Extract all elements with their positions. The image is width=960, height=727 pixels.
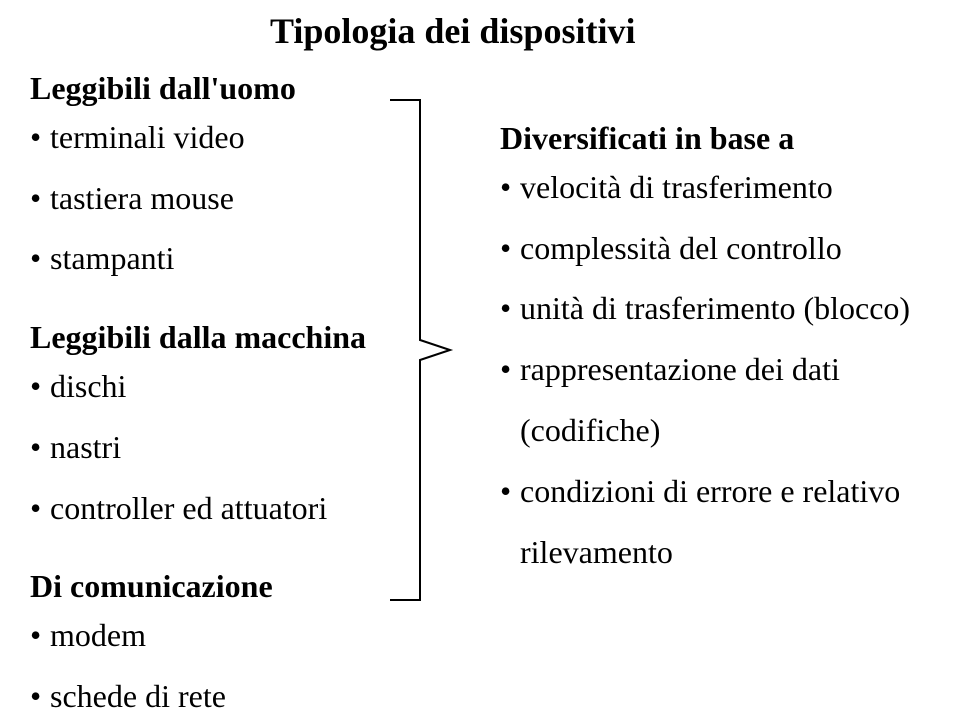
list-item-text: nastri <box>50 417 430 478</box>
list-item-text: condizioni di errore e relativo rilevame… <box>520 461 930 583</box>
bullet-icon: • <box>30 107 50 168</box>
bullet-icon: • <box>30 356 50 417</box>
bullet-icon: • <box>500 461 520 522</box>
list-item: • modem <box>30 605 430 666</box>
list-item: • dischi <box>30 356 430 417</box>
list-item: • complessità del controllo <box>500 218 930 279</box>
bullet-icon: • <box>30 228 50 289</box>
list-item: • rappresentazione dei dati (codifiche) <box>500 339 930 461</box>
left-column: Leggibili dall'uomo • terminali video • … <box>30 70 430 727</box>
list-item-text: dischi <box>50 356 430 417</box>
list-item: • unità di trasferimento (blocco) <box>500 278 930 339</box>
list-item: • nastri <box>30 417 430 478</box>
section-heading: Diversificati in base a <box>500 120 930 157</box>
list-item: • stampanti <box>30 228 430 289</box>
list-item-text: stampanti <box>50 228 430 289</box>
bullet-icon: • <box>30 605 50 666</box>
bullet-icon: • <box>30 478 50 539</box>
list-item-text: terminali video <box>50 107 430 168</box>
bullet-icon: • <box>500 278 520 339</box>
right-column: Diversificati in base a • velocità di tr… <box>500 120 930 582</box>
page-title: Tipologia dei dispositivi <box>270 10 635 52</box>
list-item-text: modem <box>50 605 430 666</box>
list-item: • velocità di trasferimento <box>500 157 930 218</box>
list-item-text: controller ed attuatori <box>50 478 430 539</box>
section-heading: Leggibili dalla macchina <box>30 319 430 356</box>
list-item: • terminali video <box>30 107 430 168</box>
bullet-icon: • <box>500 339 520 400</box>
list-item: • tastiera mouse <box>30 168 430 229</box>
list-item-text: tastiera mouse <box>50 168 430 229</box>
bullet-icon: • <box>500 218 520 279</box>
bullet-icon: • <box>30 168 50 229</box>
list-item-text: complessità del controllo <box>520 218 930 279</box>
list-item-text: schede di rete <box>50 666 430 727</box>
section-heading: Leggibili dall'uomo <box>30 70 430 107</box>
bullet-icon: • <box>30 417 50 478</box>
bullet-icon: • <box>500 157 520 218</box>
section-heading: Di comunicazione <box>30 568 430 605</box>
list-item: • condizioni di errore e relativo rileva… <box>500 461 930 583</box>
list-item: • controller ed attuatori <box>30 478 430 539</box>
slide: Tipologia dei dispositivi Leggibili dall… <box>0 0 960 686</box>
list-item-text: velocità di trasferimento <box>520 157 930 218</box>
list-item: • schede di rete <box>30 666 430 727</box>
list-item-text: unità di trasferimento (blocco) <box>520 278 930 339</box>
bullet-icon: • <box>30 666 50 727</box>
list-item-text: rappresentazione dei dati (codifiche) <box>520 339 930 461</box>
